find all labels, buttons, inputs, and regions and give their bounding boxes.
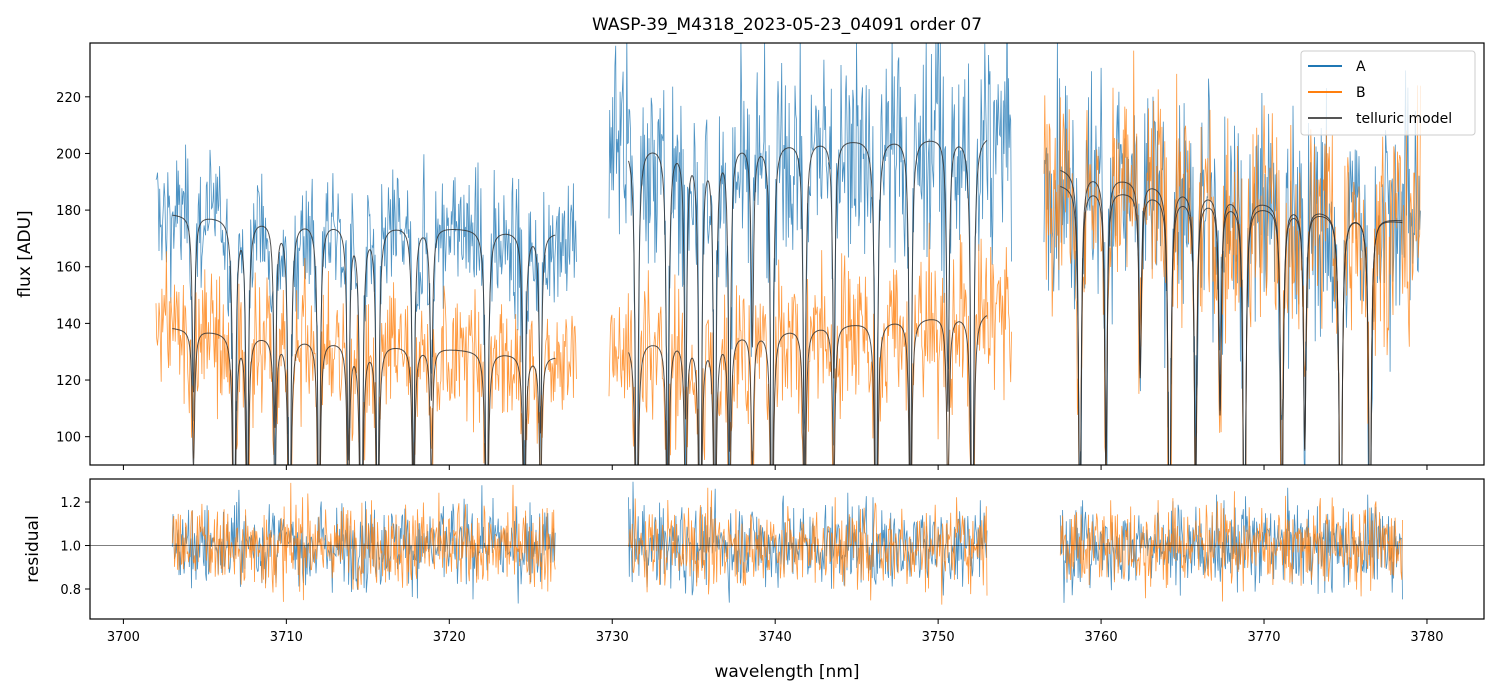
series-b-residual-1 — [628, 487, 988, 605]
series-b-residual-0 — [171, 482, 556, 602]
x-tick-label: 3770 — [1247, 630, 1280, 645]
telluric-model-a-1 — [628, 140, 988, 465]
y-tick-label-flux: 180 — [56, 204, 81, 219]
flux-axes-frame — [89, 42, 1485, 466]
x-tick-label: 3780 — [1410, 630, 1443, 645]
y-tick-label-residual: 1.2 — [60, 496, 81, 511]
y-axis-label-residual: residual — [23, 515, 43, 582]
axis-ticks: 3700 3710 3720 3730 3740 3750 3760 3770 3780 100 1… — [56, 91, 1443, 645]
telluric-model-b-0 — [172, 328, 556, 465]
series-b-residual-2 — [1059, 491, 1403, 602]
x-tick-label: 3730 — [596, 630, 629, 645]
telluric-model-a-0 — [172, 214, 556, 465]
x-tick-label: 3750 — [922, 630, 955, 645]
series-a-flux-0 — [155, 144, 577, 465]
telluric-model-b-1 — [628, 315, 988, 465]
series-a-flux-2 — [1043, 43, 1421, 465]
residual-panel — [90, 481, 1484, 605]
series-b-flux-0 — [155, 251, 577, 465]
y-tick-label-flux: 120 — [56, 374, 81, 389]
y-tick-label-flux: 200 — [56, 147, 81, 162]
flux-panel — [155, 43, 1421, 465]
x-tick-label: 3740 — [759, 630, 792, 645]
legend: A B telluric model — [1300, 50, 1476, 136]
y-tick-label-residual: 0.8 — [60, 583, 81, 598]
series-a-residual-1 — [628, 481, 988, 603]
y-tick-label-flux: 100 — [56, 431, 81, 446]
x-tick-label: 3720 — [433, 630, 466, 645]
y-tick-label-flux: 160 — [56, 261, 81, 276]
y-tick-label-residual: 1.0 — [60, 540, 81, 555]
chart-title: WASP-39_M4318_2023-05-23_04091 order 07 — [592, 15, 982, 35]
y-tick-label-flux: 220 — [56, 91, 81, 106]
legend-label-model: telluric model — [1356, 111, 1452, 127]
x-tick-label: 3760 — [1085, 630, 1118, 645]
residual-axes-frame — [89, 478, 1485, 620]
x-tick-label: 3700 — [107, 630, 140, 645]
legend-label-a: A — [1356, 59, 1366, 75]
y-axis-label-flux: flux [ADU] — [15, 210, 35, 297]
telluric-model-b-2 — [1060, 186, 1403, 465]
y-tick-label-flux: 140 — [56, 317, 81, 332]
x-axis-label: wavelength [nm] — [714, 662, 859, 682]
legend-box — [1300, 50, 1476, 136]
x-tick-label: 3710 — [270, 630, 303, 645]
legend-label-b: B — [1356, 85, 1366, 101]
